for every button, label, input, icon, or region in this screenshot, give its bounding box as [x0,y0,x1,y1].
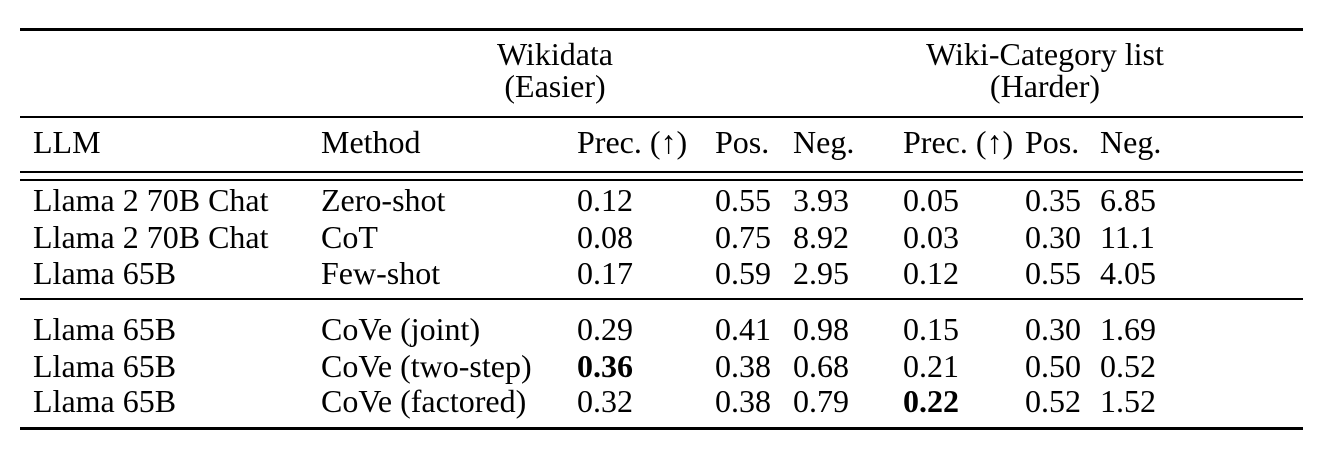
cell-wikicat-negative: 4.05 [1100,255,1156,291]
table-row: Llama 65B Few-shot 0.17 0.59 2.95 0.12 0… [0,255,1332,291]
cell-wikidata-precision: 0.32 [577,383,633,419]
cell-wikidata-precision: 0.08 [577,219,633,255]
cell-wikicat-negative: 11.1 [1100,219,1155,255]
table-row: Llama 65B CoVe (factored) 0.32 0.38 0.79… [0,383,1332,419]
cell-llm: Llama 65B [33,311,177,347]
cell-wikidata-positive: 0.41 [715,311,771,347]
cell-wikicat-positive: 0.30 [1025,219,1081,255]
group-header-wiki-category: Wiki-Category list (Harder) [926,38,1164,102]
table-row: Llama 2 70B Chat CoT 0.08 0.75 8.92 0.03… [0,219,1332,255]
column-header-row: LLM Method Prec. (↑) Pos. Neg. Prec. (↑)… [0,124,1332,160]
cell-wikicat-precision: 0.03 [903,219,959,255]
cell-wikicat-positive: 0.52 [1025,383,1081,419]
cell-wikidata-positive: 0.59 [715,255,771,291]
group-header-wikidata-title: Wikidata [497,36,613,72]
cell-wikidata-negative: 8.92 [793,219,849,255]
cell-llm: Llama 2 70B Chat [33,219,269,255]
cell-wikidata-negative: 3.93 [793,182,849,218]
table-row: Llama 2 70B Chat Zero-shot 0.12 0.55 3.9… [0,182,1332,218]
cell-wikidata-negative: 0.79 [793,383,849,419]
cell-wikidata-positive: 0.38 [715,348,771,384]
col-header-method: Method [321,124,421,160]
cell-method: CoVe (joint) [321,311,481,347]
cell-method: CoT [321,219,378,255]
group-header-wiki-category-subtitle: (Harder) [989,68,1101,104]
col-header-wikidata-precision: Prec. (↑) [577,124,688,160]
cell-method: CoVe (factored) [321,383,527,419]
cell-wikicat-positive: 0.55 [1025,255,1081,291]
cell-wikicat-precision: 0.21 [903,348,959,384]
col-header-llm: LLM [33,124,101,160]
cell-llm: Llama 65B [33,383,177,419]
cell-wikicat-positive: 0.30 [1025,311,1081,347]
cell-llm: Llama 2 70B Chat [33,182,269,218]
cell-wikidata-negative: 2.95 [793,255,849,291]
cell-wikicat-negative: 6.85 [1100,182,1156,218]
cell-wikicat-precision: 0.15 [903,311,959,347]
cell-wikidata-negative: 0.68 [793,348,849,384]
cell-wikidata-precision: 0.17 [577,255,633,291]
cell-wikidata-positive: 0.55 [715,182,771,218]
cell-wikidata-precision-best: 0.36 [577,348,633,384]
rule-mid [20,298,1303,300]
cell-wikicat-precision: 0.12 [903,255,959,291]
cell-wikicat-positive: 0.50 [1025,348,1081,384]
table-row: Llama 65B CoVe (two-step) 0.36 0.38 0.68… [0,348,1332,384]
rule-bottom [20,427,1303,430]
table-row: Llama 65B CoVe (joint) 0.29 0.41 0.98 0.… [0,311,1332,347]
group-header-wikidata: Wikidata (Easier) [497,38,613,102]
rule-double-upper [20,171,1303,173]
cell-wikicat-negative: 0.52 [1100,348,1156,384]
cell-wikicat-negative: 1.52 [1100,383,1156,419]
cell-llm: Llama 65B [33,255,177,291]
cell-wikidata-positive: 0.75 [715,219,771,255]
cell-wikidata-negative: 0.98 [793,311,849,347]
col-header-wikidata-positive: Pos. [715,124,770,160]
rule-group-header-underline [20,116,1303,118]
cell-method: Few-shot [321,255,441,291]
cell-wikicat-negative: 1.69 [1100,311,1156,347]
cell-method: Zero-shot [321,182,446,218]
cell-wikidata-precision: 0.12 [577,182,633,218]
group-header-wikidata-subtitle: (Easier) [504,68,606,104]
col-header-wikidata-negative: Neg. [793,124,855,160]
cell-wikidata-positive: 0.38 [715,383,771,419]
cell-wikicat-positive: 0.35 [1025,182,1081,218]
col-header-wikicat-positive: Pos. [1025,124,1080,160]
cell-llm: Llama 65B [33,348,177,384]
cell-wikicat-precision: 0.05 [903,182,959,218]
rule-double-lower [20,179,1303,181]
cell-method: CoVe (two-step) [321,348,532,384]
group-header-wiki-category-title: Wiki-Category list [926,36,1164,72]
rule-top [20,28,1303,31]
cell-wikicat-precision-best: 0.22 [903,383,959,419]
col-header-wikicat-negative: Neg. [1100,124,1162,160]
col-header-wikicat-precision: Prec. (↑) [903,124,1014,160]
cell-wikidata-precision: 0.29 [577,311,633,347]
